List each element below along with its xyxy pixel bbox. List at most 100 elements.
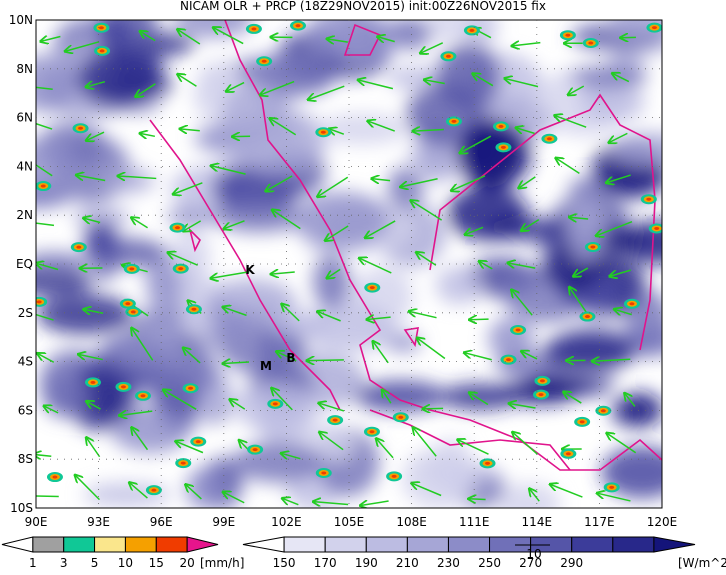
- colorbar-cell: [325, 537, 366, 552]
- rain-cell: [37, 300, 42, 303]
- lat-label: 8S: [18, 452, 33, 466]
- cloud: [42, 371, 89, 418]
- rain-cell: [646, 198, 651, 201]
- cloud: [387, 167, 423, 209]
- site-marker: K: [245, 263, 255, 277]
- cloud: [313, 253, 350, 310]
- rain-cell: [469, 29, 474, 32]
- colorbar-cell: [95, 537, 126, 552]
- wind-vector: [469, 319, 488, 320]
- wind-vector: [24, 496, 59, 497]
- colorbar-cell: [33, 537, 64, 552]
- rain-cell: [196, 440, 201, 443]
- colorbar-cell: [366, 537, 407, 552]
- colorbar-cell: [572, 537, 613, 552]
- rain-cell: [565, 34, 570, 37]
- rain-cell: [451, 120, 456, 123]
- wind-vector: [307, 360, 344, 361]
- rain-cell: [99, 26, 104, 29]
- lon-label: 117E: [584, 515, 615, 529]
- rain-cell: [251, 27, 256, 30]
- colorbar-label: 290: [560, 556, 583, 570]
- lon-label: 120E: [647, 515, 678, 529]
- rain-cell: [181, 462, 186, 465]
- rain-cell: [188, 387, 193, 390]
- lon-label: 99E: [212, 515, 235, 529]
- lon-label: 105E: [334, 515, 365, 529]
- lon-label: 111E: [459, 515, 490, 529]
- colorbar-label: 10: [118, 556, 133, 570]
- colorbar-end: [243, 537, 284, 552]
- rain-cell: [629, 302, 634, 305]
- vector-scale-label: 10: [526, 547, 541, 561]
- cloud: [440, 383, 518, 410]
- rain-cell: [125, 302, 130, 305]
- rain-cell: [90, 381, 95, 384]
- colorbar-label: 190: [355, 556, 378, 570]
- rain-cell: [100, 49, 105, 52]
- rain-cell: [178, 267, 183, 270]
- colorbar-cell: [125, 537, 156, 552]
- rain-cell: [191, 308, 196, 311]
- rain-cell: [369, 430, 374, 433]
- lat-label: 4S: [18, 355, 33, 369]
- colorbar-end: [187, 537, 218, 552]
- rain-cell: [321, 131, 326, 134]
- site-marker: B: [286, 351, 295, 365]
- lat-label: 4N: [16, 159, 33, 173]
- lon-label: 90E: [25, 515, 48, 529]
- cloud: [185, 467, 227, 511]
- colorbar-label: 3: [60, 556, 68, 570]
- colorbar-label: 230: [437, 556, 460, 570]
- colorbar-cell: [156, 537, 187, 552]
- rain-cell: [262, 60, 267, 63]
- cloud: [37, 294, 134, 334]
- rain-cell: [321, 471, 326, 474]
- rain-cell: [76, 246, 81, 249]
- lon-label: 93E: [87, 515, 110, 529]
- map-field: [0, 0, 695, 525]
- lon-label: 102E: [271, 515, 302, 529]
- rain-cell: [175, 226, 180, 229]
- rain-cell: [398, 416, 403, 419]
- cloud: [222, 83, 288, 148]
- rain-cell: [566, 452, 571, 455]
- colorbar-label: 150: [273, 556, 296, 570]
- cloud: [458, 119, 521, 188]
- rain-cell: [333, 419, 338, 422]
- cloud: [402, 448, 476, 510]
- colorbar-label: 15: [149, 556, 164, 570]
- title: NICAM OLR + PRCP (18Z29NOV2015) init:00Z…: [180, 0, 546, 13]
- lat-label: 2S: [18, 306, 33, 320]
- cloud: [607, 8, 675, 40]
- rain-cell: [547, 137, 552, 140]
- rain-cell: [52, 476, 57, 479]
- rain-cell: [273, 402, 278, 405]
- rain-cell: [609, 486, 614, 489]
- rain-cell: [516, 328, 521, 331]
- colorbar-label: 1: [29, 556, 37, 570]
- rain-cell: [121, 385, 126, 388]
- rain-cell: [540, 379, 545, 382]
- wind-vector: [469, 499, 486, 500]
- rain-cell: [253, 448, 258, 451]
- lat-label: 2N: [16, 208, 33, 222]
- colorbar-label: 170: [314, 556, 337, 570]
- colorbar-end: [2, 537, 33, 552]
- rain-cell: [652, 26, 657, 29]
- cloud: [618, 392, 664, 427]
- rain-cell: [539, 393, 544, 396]
- lat-label: 6N: [16, 111, 33, 125]
- rain-cell: [654, 227, 659, 230]
- cloud: [102, 168, 155, 193]
- rain-cell: [590, 245, 595, 248]
- rain-cell: [370, 286, 375, 289]
- cloud: [355, 381, 448, 412]
- rain-cell: [499, 125, 504, 128]
- cloud: [392, 17, 432, 50]
- colorbar-label: 210: [396, 556, 419, 570]
- rain-cell: [580, 420, 585, 423]
- rain-cell: [485, 462, 490, 465]
- colorbar-label: 20: [180, 556, 195, 570]
